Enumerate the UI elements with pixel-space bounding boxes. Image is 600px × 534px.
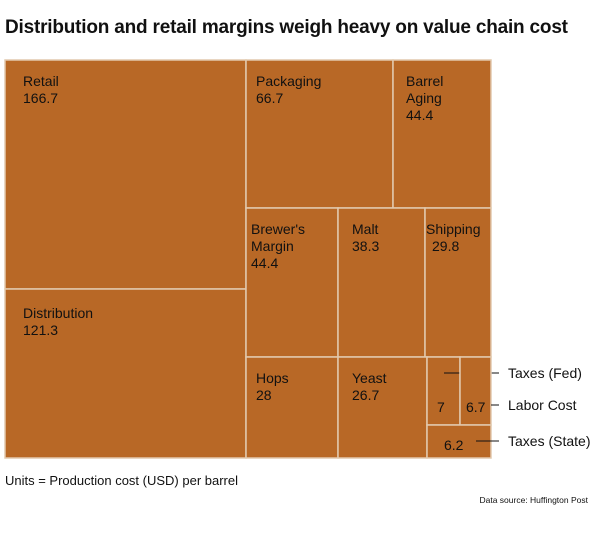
units-note: Units = Production cost (USD) per barrel bbox=[5, 473, 239, 488]
tile-label-retail: Retail bbox=[23, 73, 59, 89]
value-label-distribution: 121.3 bbox=[23, 322, 58, 338]
tile-label-barrel-aging-line-1: Barrel bbox=[406, 73, 443, 89]
tile-label-hops: Hops bbox=[256, 370, 289, 386]
value-label-brewer-s-margin: 44.4 bbox=[251, 255, 278, 271]
tile-label-barrel-aging-line-2: Aging bbox=[406, 90, 442, 106]
tile-label-shipping: Shipping bbox=[426, 221, 481, 237]
tile-rect-malt bbox=[337, 207, 426, 358]
source-note: Data source: Huffington Post bbox=[479, 495, 588, 505]
tile-label-brewer-s-margin-line-1: Brewer's bbox=[251, 221, 305, 237]
value-label-retail: 166.7 bbox=[23, 90, 58, 106]
callout-label-taxes-state: Taxes (State) bbox=[508, 433, 590, 449]
tile-rect-barrel-aging bbox=[392, 59, 492, 209]
tile-labor-cost: 6.7 Labor Cost bbox=[459, 356, 577, 426]
value-label-packaging: 66.7 bbox=[256, 90, 283, 106]
value-label-malt: 38.3 bbox=[352, 238, 379, 254]
value-label-labor-cost: 6.7 bbox=[466, 399, 486, 415]
tile-label-distribution: Distribution bbox=[23, 305, 93, 321]
tile-rect-distribution bbox=[4, 288, 247, 459]
tile-taxes-fed: 7 Taxes (Fed) bbox=[426, 356, 582, 426]
tile-rect-labor-cost bbox=[459, 356, 492, 426]
value-label-hops: 28 bbox=[256, 387, 272, 403]
value-label-barrel-aging: 44.4 bbox=[406, 107, 433, 123]
value-label-shipping: 29.8 bbox=[432, 238, 459, 254]
chart-title: Distribution and retail margins weigh he… bbox=[5, 17, 568, 38]
callout-label-taxes-fed: Taxes (Fed) bbox=[508, 365, 582, 381]
tile-label-packaging: Packaging bbox=[256, 73, 321, 89]
value-label-yeast: 26.7 bbox=[352, 387, 379, 403]
value-label-taxes-fed: 7 bbox=[437, 399, 445, 415]
value-label-taxes-state: 6.2 bbox=[444, 437, 464, 453]
tile-rect-hops bbox=[245, 356, 339, 459]
tile-taxes-state: 6.2 Taxes (State) bbox=[426, 424, 590, 459]
tile-label-malt: Malt bbox=[352, 221, 379, 237]
tile-label-yeast: Yeast bbox=[352, 370, 387, 386]
callout-label-labor-cost: Labor Cost bbox=[508, 397, 577, 413]
tile-rect-shipping bbox=[424, 207, 492, 358]
tile-rect-yeast bbox=[337, 356, 428, 459]
tile-rect-brewer-s-margin bbox=[245, 207, 339, 358]
tile-label-brewer-s-margin-line-2: Margin bbox=[251, 238, 294, 254]
